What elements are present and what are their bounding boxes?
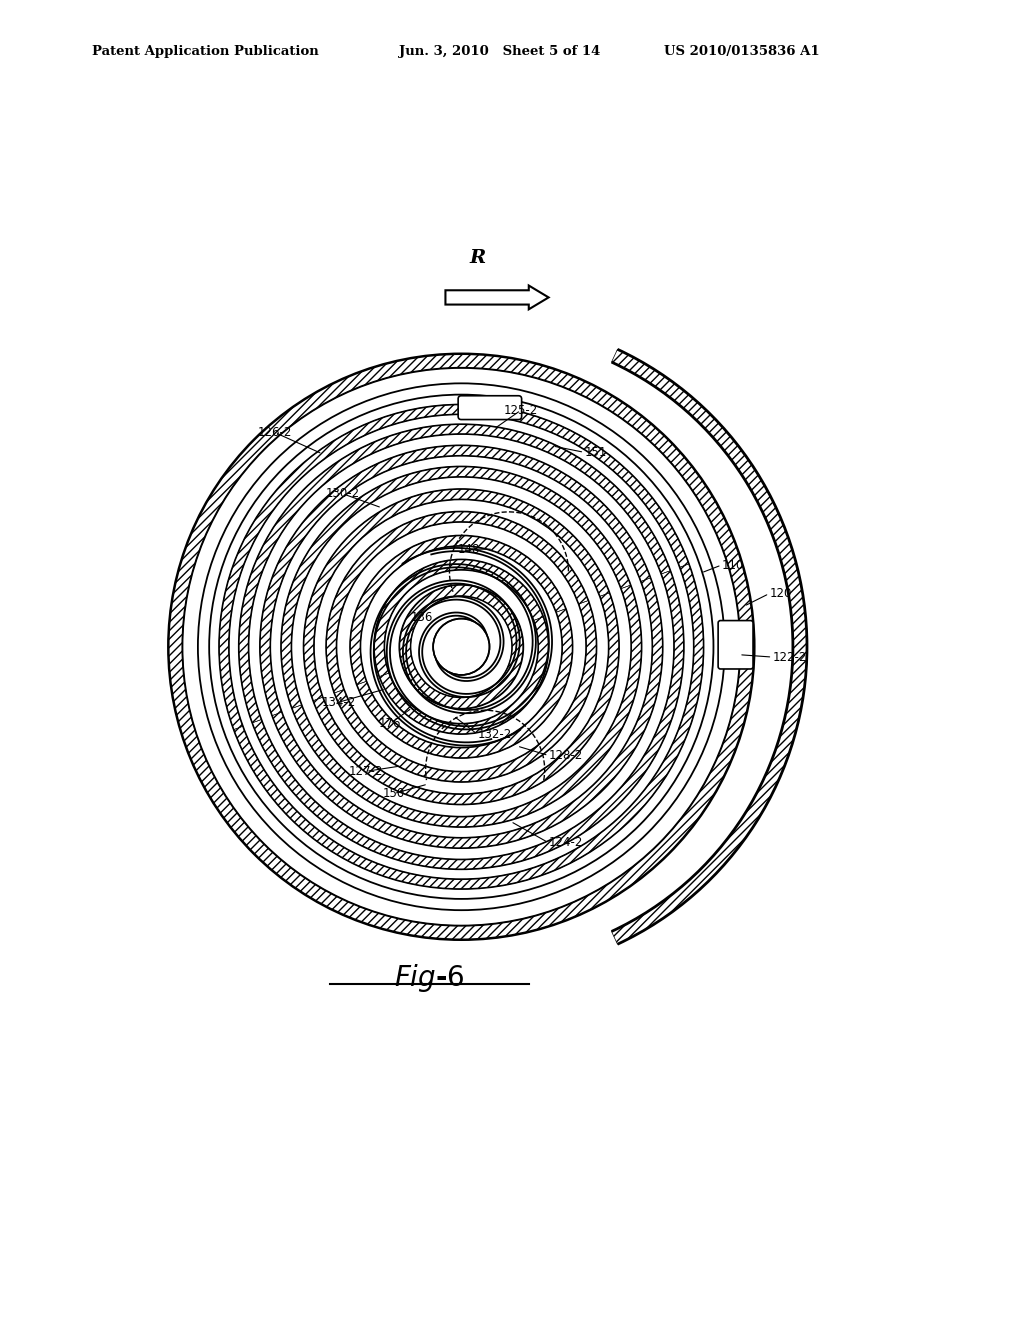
Text: 110: 110 xyxy=(722,558,744,572)
Text: 122-2: 122-2 xyxy=(772,651,807,664)
Text: 124-2: 124-2 xyxy=(549,837,583,849)
Text: 128-2: 128-2 xyxy=(549,748,583,762)
Text: 148: 148 xyxy=(458,543,480,556)
FancyArrow shape xyxy=(445,285,549,309)
Text: Patent Application Publication: Patent Application Publication xyxy=(92,45,318,58)
FancyBboxPatch shape xyxy=(458,396,521,420)
Text: 176: 176 xyxy=(379,717,401,730)
Text: Jun. 3, 2010   Sheet 5 of 14: Jun. 3, 2010 Sheet 5 of 14 xyxy=(399,45,601,58)
Text: 127-2: 127-2 xyxy=(349,764,383,777)
Text: 125-2: 125-2 xyxy=(504,404,538,417)
Text: 151: 151 xyxy=(585,446,606,459)
Text: US 2010/0135836 A1: US 2010/0135836 A1 xyxy=(664,45,819,58)
Text: R: R xyxy=(469,249,485,267)
Text: 150: 150 xyxy=(383,787,404,800)
Text: 130-2: 130-2 xyxy=(326,487,359,500)
Text: 134-2: 134-2 xyxy=(322,696,355,709)
Text: 120: 120 xyxy=(769,587,792,601)
Text: 136: 136 xyxy=(411,611,433,624)
Text: $\it{Fig}$-$\it{6}$: $\it{Fig}$-$\it{6}$ xyxy=(394,962,465,994)
Circle shape xyxy=(433,619,489,675)
FancyBboxPatch shape xyxy=(718,620,753,669)
Text: 132-2: 132-2 xyxy=(477,727,511,741)
Text: 126-2: 126-2 xyxy=(258,426,292,440)
